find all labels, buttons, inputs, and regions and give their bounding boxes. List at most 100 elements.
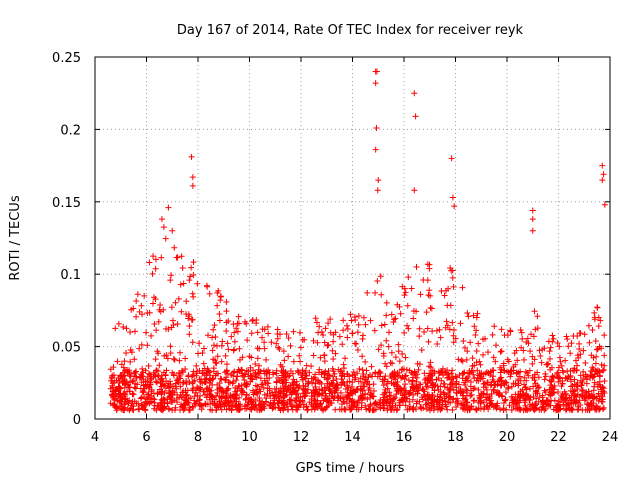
data-point [556,354,563,361]
y-tick-label: 0.25 [52,51,81,66]
data-point [179,379,186,386]
data-point [382,360,389,367]
data-point [231,346,238,353]
data-point [384,385,391,392]
data-point [360,383,367,390]
data-point [210,326,217,333]
data-point [387,406,394,413]
data-point [128,402,135,409]
data-point [206,369,213,376]
data-point [493,342,500,349]
data-point [261,345,268,352]
data-point [293,381,300,388]
data-point [243,380,250,387]
data-point [318,392,325,399]
data-point [290,328,297,335]
data-point [119,376,126,383]
data-point [114,358,121,365]
data-point [186,323,193,330]
data-point [196,340,203,347]
data-point [216,310,223,317]
data-point [146,259,153,266]
data-point [567,350,574,357]
data-point [406,405,413,412]
data-point [589,326,596,333]
data-point [458,357,465,364]
data-point [182,355,189,362]
data-point [585,322,592,329]
data-point [439,397,446,404]
data-point [204,283,211,290]
data-point [461,344,468,351]
data-point [543,361,550,368]
data-point [533,395,540,402]
data-point [231,329,238,336]
data-point [160,369,167,376]
data-point [321,358,328,365]
data-point [214,381,221,388]
data-point [492,358,499,365]
data-point [575,406,582,413]
data-point [507,368,514,375]
data-point [327,329,334,336]
data-point [412,113,419,120]
data-point [482,384,489,391]
data-point [388,392,395,399]
data-point [321,387,328,394]
data-point [202,391,209,398]
data-point [177,281,184,288]
data-point [109,380,116,387]
data-point [581,331,588,338]
data-point [574,380,581,387]
data-point [394,406,401,413]
data-point [263,395,270,402]
data-point [498,326,505,333]
data-point [158,396,165,403]
data-point [190,404,197,411]
data-point [254,390,261,397]
data-point [165,204,172,211]
data-point [524,407,531,414]
data-point [287,382,294,389]
y-tick-label: 0 [73,413,81,428]
data-point [558,383,565,390]
data-point [401,329,408,336]
data-point [477,361,484,368]
data-point [407,389,414,396]
data-point [517,326,524,333]
data-point [473,327,480,334]
data-point [375,346,382,353]
data-point [351,340,358,347]
data-point [517,368,524,375]
data-point [177,383,184,390]
data-point [299,367,306,374]
data-point [450,339,457,346]
data-point [328,400,335,407]
data-point [577,377,584,384]
data-point [408,381,415,388]
data-point [132,385,139,392]
data-point [168,304,175,311]
data-point [507,327,514,334]
data-point [443,318,450,325]
data-point [523,377,530,384]
data-point [583,389,590,396]
data-point [322,325,329,332]
data-point [194,384,201,391]
data-point [337,389,344,396]
data-point [191,397,198,404]
data-point [445,370,452,377]
data-point [312,398,319,405]
data-point [448,155,455,162]
data-point [193,362,200,369]
data-point [438,288,445,295]
data-point [484,403,491,410]
data-point [290,358,297,365]
data-point [540,397,547,404]
data-point [411,385,418,392]
data-point [365,373,372,380]
data-point [532,402,539,409]
data-point [392,315,399,322]
data-point [192,387,199,394]
data-point [592,405,599,412]
